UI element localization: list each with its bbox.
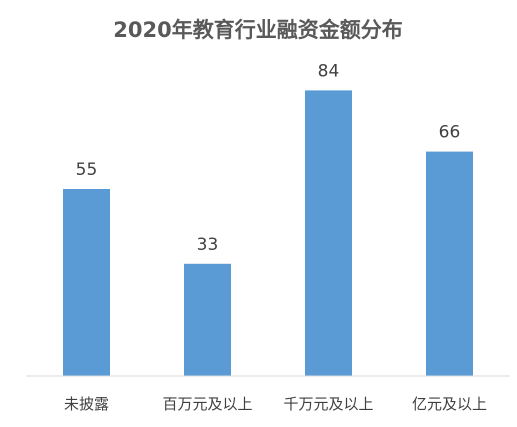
category-labels-group: 未披露 百万元及以上 千万元及以上 亿元及以上 <box>64 395 487 413</box>
data-label-4: 66 <box>439 123 461 143</box>
bar-1 <box>63 189 110 376</box>
bar-4 <box>426 151 473 376</box>
category-label-3: 千万元及以上 <box>283 395 373 413</box>
category-label-1: 未披露 <box>64 395 109 413</box>
bars-group <box>63 90 473 377</box>
data-labels-group: 55 33 84 66 <box>76 61 461 254</box>
chart-title: 2020年教育行业融资金额分布 <box>113 18 402 42</box>
category-label-4: 亿元及以上 <box>412 395 487 413</box>
data-label-2: 33 <box>197 235 219 255</box>
category-label-2: 百万元及以上 <box>162 395 252 413</box>
data-label-3: 84 <box>318 61 340 81</box>
bar-3 <box>305 90 352 377</box>
bar-2 <box>184 263 231 376</box>
data-label-1: 55 <box>76 160 98 180</box>
